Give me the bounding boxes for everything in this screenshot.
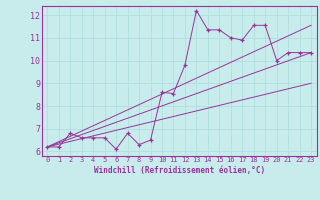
X-axis label: Windchill (Refroidissement éolien,°C): Windchill (Refroidissement éolien,°C) [94, 166, 265, 175]
